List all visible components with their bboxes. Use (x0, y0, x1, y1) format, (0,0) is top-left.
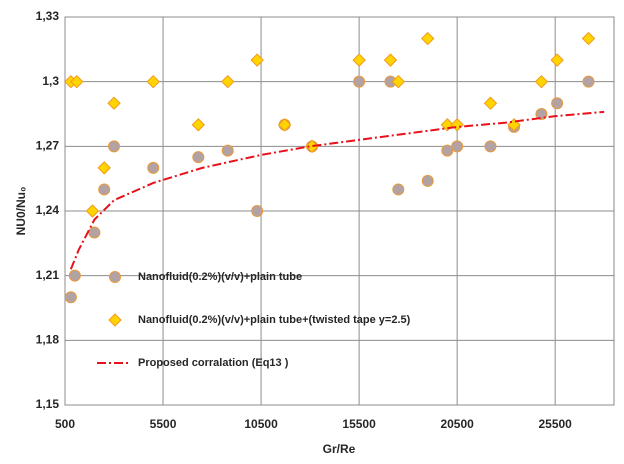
data-point (250, 53, 264, 67)
y-tick-label: 1,18 (36, 333, 60, 347)
legend-label: Proposed corralation (Eq13 ) (138, 357, 289, 369)
data-point (551, 97, 564, 110)
x-axis-label: Gr/Re (323, 442, 356, 456)
data-point (352, 53, 366, 67)
data-point (392, 183, 405, 196)
data-point (98, 183, 111, 196)
data-point (70, 74, 84, 89)
x-tick-label: 500 (55, 417, 75, 431)
data-point (146, 74, 160, 89)
data-point (85, 204, 100, 218)
data-point (421, 174, 434, 187)
x-tick-label: 25500 (538, 417, 572, 431)
data-point (534, 74, 549, 89)
data-point (305, 139, 319, 154)
x-tick-label: 5500 (150, 417, 177, 431)
data-point (107, 96, 121, 110)
data-point (353, 75, 366, 88)
data-point (221, 74, 235, 89)
data-point (581, 31, 596, 46)
data-point (483, 96, 498, 110)
data-point (451, 140, 464, 153)
data-point (383, 53, 398, 67)
x-tick-label: 15500 (342, 417, 376, 431)
data-point (277, 118, 292, 132)
y-tick-label: 1,27 (36, 139, 60, 153)
data-point (64, 291, 77, 304)
data-point (450, 118, 464, 132)
y-axis-label: NU0/Nu₀ (14, 187, 28, 236)
data-point (88, 226, 101, 239)
data-point (484, 140, 497, 153)
x-tick-label: 10500 (244, 417, 278, 431)
data-point (221, 144, 234, 157)
y-tick-label: 1,33 (36, 9, 60, 23)
data-point (97, 161, 111, 175)
legend-swatch (108, 313, 122, 327)
data-point (251, 205, 264, 217)
data-point (582, 75, 595, 88)
data-point (147, 161, 160, 174)
legend-label: Nanofluid(0.2%)(v/v)+plain tube (138, 271, 302, 283)
y-tick-label: 1,15 (36, 397, 60, 411)
data-point (108, 140, 121, 153)
y-tick-label: 1,21 (36, 268, 60, 282)
data-point (191, 118, 206, 132)
y-tick-label: 1,24 (36, 203, 60, 217)
data-point (421, 31, 435, 46)
legend-label: Nanofluid(0.2%)(v/v)+plain tube+(twisted… (138, 314, 411, 326)
data-point (391, 74, 406, 89)
correlation-line (69, 110, 605, 270)
data-point (68, 269, 81, 282)
x-tick-label: 20500 (440, 417, 474, 431)
data-point (192, 151, 205, 164)
data-point (550, 53, 564, 67)
y-tick-label: 1,3 (42, 74, 59, 88)
data-point (441, 144, 454, 157)
legend-swatch (109, 271, 121, 283)
